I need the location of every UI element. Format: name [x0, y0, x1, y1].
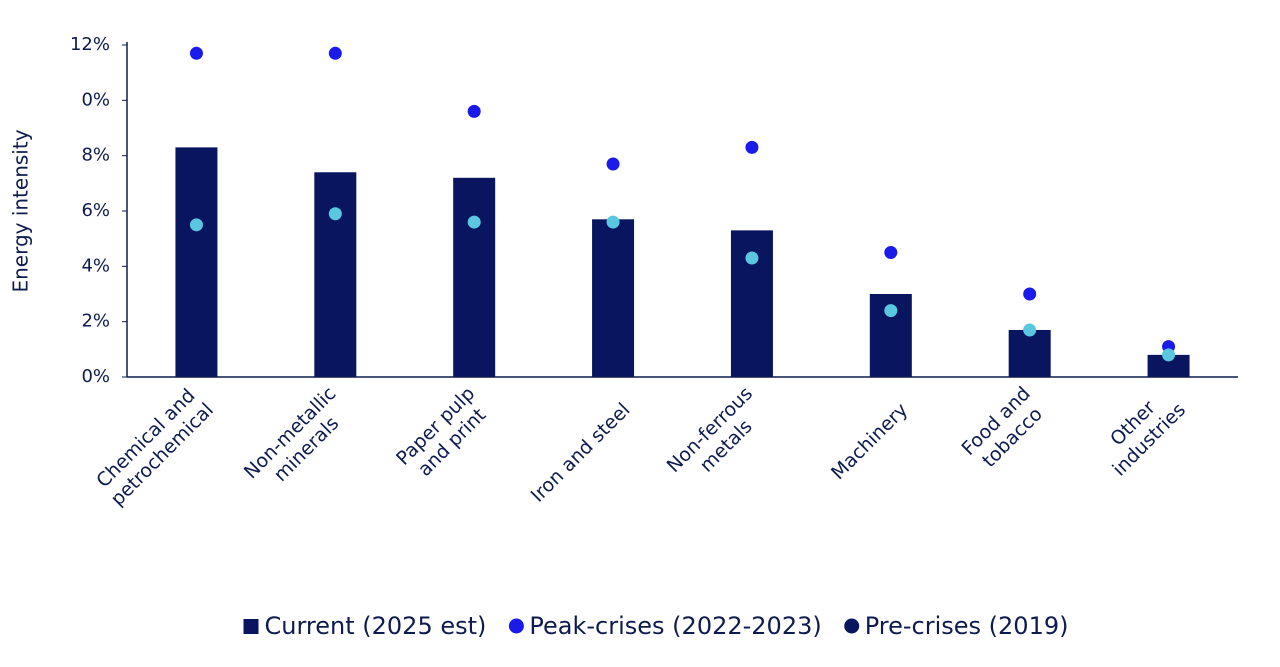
legend-label: Current (2025 est)	[265, 612, 487, 640]
x-tick-label: Machinery	[827, 399, 912, 484]
dot	[884, 246, 898, 259]
dot	[745, 140, 759, 154]
y-tick-label: 2%	[81, 311, 110, 332]
bar	[453, 177, 496, 377]
dot	[189, 218, 203, 232]
y-tick-label: 0%	[81, 366, 110, 387]
dot	[884, 304, 898, 318]
legend: Current (2025 est) Peak-crises (2022-2023…	[243, 612, 1069, 640]
bar	[592, 219, 635, 377]
dot	[606, 215, 620, 229]
bar	[1008, 329, 1051, 377]
dot	[1023, 323, 1037, 337]
y-tick-label: 12%	[70, 34, 110, 55]
y-axis-label: Energy intensity	[9, 129, 33, 292]
legend-label: Peak-crises (2022-2023)	[529, 612, 821, 640]
legend-swatch	[508, 618, 524, 634]
dot	[745, 251, 759, 265]
y-tick-label: 4%	[81, 255, 110, 276]
dot	[328, 46, 342, 60]
legend-swatch	[844, 618, 860, 634]
bar	[175, 147, 218, 377]
dot	[1023, 287, 1037, 301]
dot	[1162, 348, 1176, 362]
x-tick-label: Iron and steel	[527, 399, 635, 507]
dot	[606, 157, 620, 171]
y-tick-label: 0%	[81, 89, 110, 110]
legend-label: Pre-crises (2019)	[865, 612, 1069, 640]
x-tick-label-group: Machinery	[827, 399, 912, 484]
legend-swatch	[243, 619, 259, 634]
dot	[467, 104, 481, 118]
x-tick-label-group: Iron and steel	[527, 399, 635, 507]
y-tick-label: 6%	[81, 200, 110, 221]
dot	[189, 46, 203, 60]
bar	[314, 172, 357, 377]
dot	[328, 207, 342, 221]
bar	[1147, 354, 1190, 377]
dot	[467, 215, 481, 229]
y-tick-label: 8%	[81, 145, 110, 166]
